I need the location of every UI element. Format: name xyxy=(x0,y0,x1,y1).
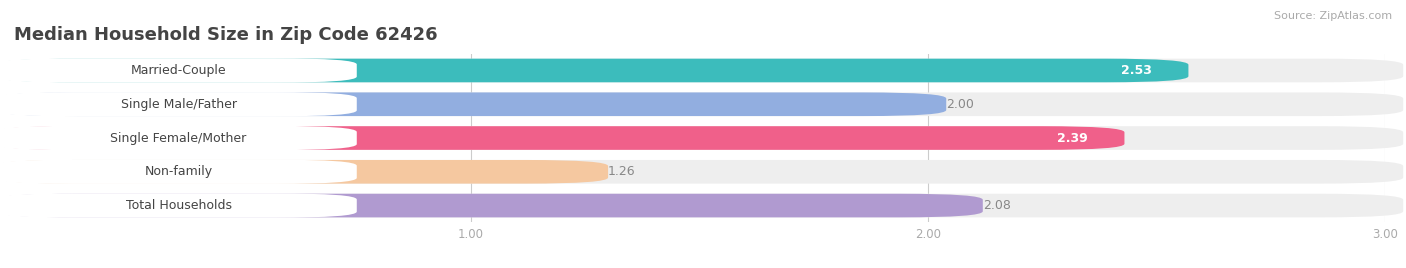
Text: 2.00: 2.00 xyxy=(946,98,974,111)
FancyBboxPatch shape xyxy=(0,92,946,116)
Text: 1.26: 1.26 xyxy=(609,165,636,178)
FancyBboxPatch shape xyxy=(0,193,357,218)
FancyBboxPatch shape xyxy=(0,160,1403,184)
FancyBboxPatch shape xyxy=(0,126,1403,150)
FancyBboxPatch shape xyxy=(0,160,357,184)
Text: Single Female/Mother: Single Female/Mother xyxy=(111,132,246,144)
FancyBboxPatch shape xyxy=(0,194,1403,217)
Text: Total Households: Total Households xyxy=(125,199,232,212)
FancyBboxPatch shape xyxy=(0,160,609,184)
Text: Non-family: Non-family xyxy=(145,165,212,178)
FancyBboxPatch shape xyxy=(0,59,1188,82)
Text: Single Male/Father: Single Male/Father xyxy=(121,98,236,111)
FancyBboxPatch shape xyxy=(0,92,1403,116)
FancyBboxPatch shape xyxy=(0,126,357,150)
Text: 2.08: 2.08 xyxy=(983,199,1011,212)
Text: 2.39: 2.39 xyxy=(1057,132,1088,144)
FancyBboxPatch shape xyxy=(0,194,983,217)
FancyBboxPatch shape xyxy=(0,59,1403,82)
Text: Source: ZipAtlas.com: Source: ZipAtlas.com xyxy=(1274,11,1392,21)
FancyBboxPatch shape xyxy=(0,58,357,83)
FancyBboxPatch shape xyxy=(0,92,357,116)
FancyBboxPatch shape xyxy=(0,126,1125,150)
Text: Married-Couple: Married-Couple xyxy=(131,64,226,77)
Text: 2.53: 2.53 xyxy=(1121,64,1152,77)
Text: Median Household Size in Zip Code 62426: Median Household Size in Zip Code 62426 xyxy=(14,26,437,44)
